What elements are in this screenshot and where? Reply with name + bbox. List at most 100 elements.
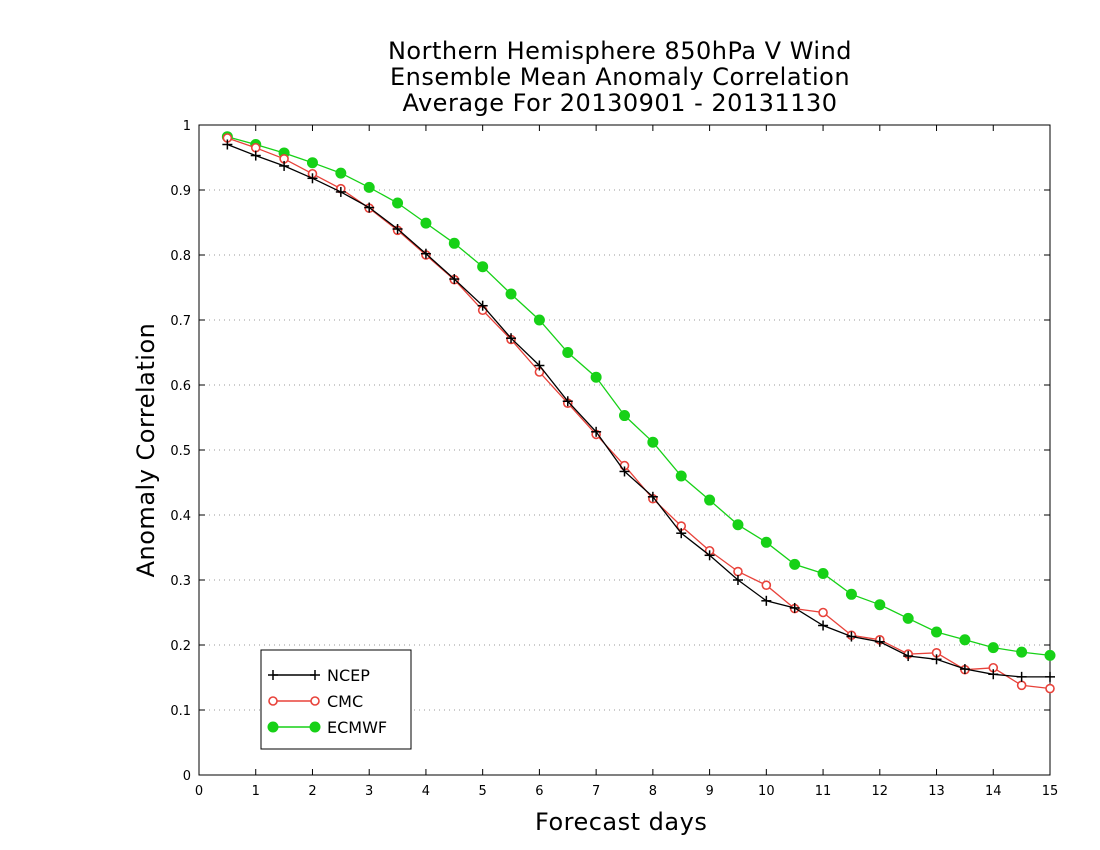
data-point-ecmwf-circle <box>1016 646 1028 658</box>
data-point-cmc-circle <box>733 566 743 577</box>
data-point-cmc <box>761 580 772 591</box>
data-point-ecmwf <box>959 634 971 646</box>
chart-title-line-3: Average For 20130901 - 20131130 <box>402 89 838 117</box>
x-tick-label: 3 <box>365 784 373 799</box>
legend-marker-ecmwf-circle <box>267 721 279 733</box>
x-tick-label: 12 <box>872 784 889 799</box>
y-tick-label: 0.2 <box>170 639 191 654</box>
legend-marker-cmc <box>268 696 278 706</box>
data-point-ncep <box>420 248 431 259</box>
data-point-ecmwf-circle <box>363 181 375 193</box>
data-point-ncep <box>591 426 602 437</box>
data-point-ncep <box>222 139 233 150</box>
x-tick-label: 4 <box>422 784 430 799</box>
data-point-ecmwf <box>732 519 744 531</box>
data-point-ecmwf-circle <box>1044 649 1056 661</box>
x-tick-label: 10 <box>758 784 775 799</box>
data-point-ncep <box>562 396 573 407</box>
x-tick-label: 5 <box>479 784 487 799</box>
data-point-ecmwf-circle <box>477 261 489 273</box>
series-line-ecmwf <box>227 136 1051 657</box>
data-point-ncep <box>931 654 942 665</box>
data-point-ncep <box>392 224 403 234</box>
data-point-ecmwf-circle <box>987 642 999 654</box>
data-point-cmc <box>818 607 828 618</box>
x-tick-label: 14 <box>985 784 1002 799</box>
data-point-cmc <box>733 566 743 577</box>
y-tick-label: 0.6 <box>170 379 191 394</box>
y-axis-label: Anomaly Correlation <box>132 322 160 578</box>
y-tick-label: 0 <box>183 769 191 784</box>
data-point-cmc-circle <box>761 580 772 591</box>
legend-marker-ncep <box>268 670 278 680</box>
legend-item-ncep: NCEP <box>268 666 370 685</box>
data-point-cmc-circle <box>818 607 828 618</box>
data-point-ecmwf-circle <box>562 347 574 358</box>
data-point-ecmwf-circle <box>392 197 404 209</box>
data-point-ncep <box>647 491 658 502</box>
data-point-ncep <box>279 160 290 171</box>
data-point-ecmwf <box>420 217 432 229</box>
data-point-ecmwf-circle <box>335 167 347 179</box>
data-point-ecmwf-circle <box>675 470 687 482</box>
x-tick-label: 11 <box>815 784 832 799</box>
y-tick-label: 1 <box>183 119 191 134</box>
series-line-cmc <box>227 137 1051 690</box>
data-point-cmc <box>1016 680 1027 691</box>
data-point-ncep <box>449 274 460 285</box>
legend-marker-ncep <box>310 670 320 680</box>
y-tick-label: 0.4 <box>170 509 191 524</box>
data-point-ncep <box>846 631 857 642</box>
data-point-ecmwf <box>562 347 574 358</box>
data-point-ecmwf-circle <box>619 410 630 422</box>
legend-label-cmc: CMC <box>327 692 363 711</box>
legend-marker-cmc-circle <box>268 696 278 706</box>
legend-box <box>260 649 412 750</box>
data-point-ecmwf <box>675 470 687 482</box>
x-tick-label: 7 <box>592 784 600 799</box>
data-point-ecmwf <box>306 157 318 169</box>
data-point-ncep <box>619 466 630 477</box>
x-tick-label: 2 <box>308 784 316 799</box>
data-point-ecmwf-circle <box>533 314 545 326</box>
data-point-ecmwf <box>392 197 404 209</box>
data-point-ncep <box>477 300 488 311</box>
data-point-ecmwf <box>987 642 999 654</box>
data-point-ecmwf-circle <box>845 588 857 600</box>
data-point-ecmwf-circle <box>306 157 318 169</box>
data-point-ecmwf <box>789 558 801 570</box>
data-point-ecmwf-circle <box>647 436 659 448</box>
data-point-ecmwf <box>874 599 886 611</box>
data-point-cmc-circle <box>1045 683 1055 694</box>
data-point-ecmwf <box>902 612 914 624</box>
data-point-ecmwf-circle <box>732 519 744 531</box>
data-point-ncep <box>959 664 970 675</box>
data-point-ncep <box>534 360 545 371</box>
data-point-ncep <box>761 595 772 606</box>
data-point-ecmwf-circle <box>505 288 517 300</box>
legend-label-ecmwf: ECMWF <box>327 718 387 737</box>
y-tick-label: 0.9 <box>170 184 191 199</box>
data-point-ecmwf-circle <box>420 217 432 229</box>
data-point-cmc <box>1045 683 1055 694</box>
series-line-ncep <box>227 143 1050 678</box>
data-point-ncep <box>1045 671 1055 682</box>
data-point-ecmwf <box>817 568 829 579</box>
data-point-ecmwf <box>505 288 517 300</box>
x-tick-label: 13 <box>928 784 945 799</box>
x-tick-label: 1 <box>252 784 260 799</box>
legend-marker-ecmwf-circle <box>309 721 321 733</box>
data-point-ecmwf-circle <box>959 634 971 646</box>
data-point-ncep <box>988 669 999 680</box>
data-point-ecmwf <box>704 494 716 506</box>
legend-item-ecmwf: ECMWF <box>267 718 387 737</box>
x-tick-label: 0 <box>195 784 203 799</box>
data-point-ecmwf <box>760 536 772 548</box>
chart-title-line-2: Ensemble Mean Anomaly Correlation <box>389 63 851 91</box>
data-point-ecmwf <box>1044 649 1056 661</box>
data-point-ncep <box>732 575 743 585</box>
x-tick-label: 8 <box>649 784 657 799</box>
legend-label-ncep: NCEP <box>327 666 370 685</box>
data-point-ncep <box>704 550 715 561</box>
y-tick-label: 0.3 <box>170 574 191 589</box>
